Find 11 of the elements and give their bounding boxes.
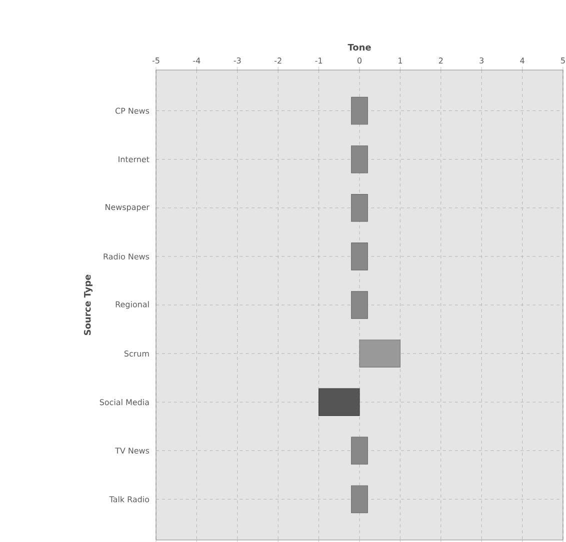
bar (351, 96, 368, 125)
bar (318, 388, 360, 416)
y-axis-title: Source Type (84, 274, 93, 336)
bar (351, 291, 368, 319)
bar (359, 340, 401, 368)
bar (351, 145, 368, 174)
bar (351, 485, 368, 514)
bar (351, 242, 368, 270)
bar (351, 436, 368, 465)
x-axis-title: Tone (348, 44, 371, 51)
bar (351, 194, 368, 222)
